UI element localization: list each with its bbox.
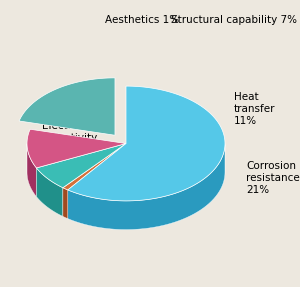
Text: Corrosion
resistance
21%: Corrosion resistance 21% bbox=[246, 161, 300, 195]
Polygon shape bbox=[63, 144, 126, 190]
Polygon shape bbox=[36, 168, 63, 216]
Text: Structural capability 7%: Structural capability 7% bbox=[171, 15, 297, 25]
Polygon shape bbox=[63, 188, 68, 219]
Polygon shape bbox=[68, 86, 225, 201]
Polygon shape bbox=[19, 78, 115, 135]
Polygon shape bbox=[63, 188, 68, 219]
Polygon shape bbox=[36, 168, 63, 216]
Polygon shape bbox=[27, 144, 36, 197]
Polygon shape bbox=[27, 129, 126, 168]
Text: Electrical
conductivity
60%: Electrical conductivity 60% bbox=[34, 121, 98, 154]
Text: Heat
transfer
11%: Heat transfer 11% bbox=[234, 92, 275, 126]
Text: Aesthetics 1%: Aesthetics 1% bbox=[105, 15, 179, 25]
Polygon shape bbox=[68, 144, 225, 230]
Polygon shape bbox=[27, 144, 36, 197]
Polygon shape bbox=[36, 144, 126, 188]
Polygon shape bbox=[68, 145, 225, 230]
